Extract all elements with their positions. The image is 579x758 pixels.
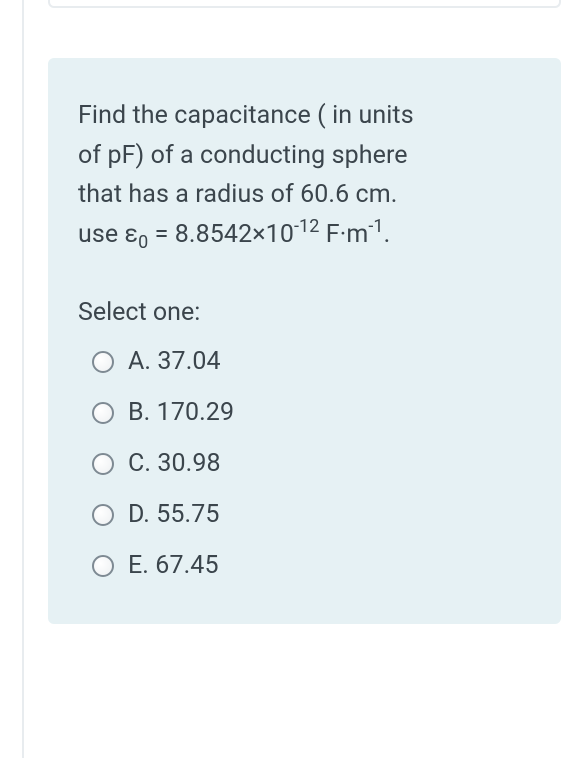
- option-label: B. 170.29: [128, 398, 234, 427]
- option-d[interactable]: D. 55.75: [92, 500, 531, 529]
- radio-icon: [92, 402, 114, 424]
- select-one-label: Select one:: [78, 298, 531, 327]
- epsilon-subscript: 0: [138, 232, 148, 253]
- unit-fm: F·m: [319, 220, 368, 249]
- option-e[interactable]: E. 67.45: [92, 551, 531, 580]
- left-margin-rule: [22, 0, 24, 758]
- radio-icon: [92, 504, 114, 526]
- question-card: Find the capacitance ( in units of pF) o…: [48, 58, 561, 624]
- radio-icon: [92, 555, 114, 577]
- exponent-12: -12: [294, 216, 320, 237]
- question-line-3: that has a radius of 60.6 cm.: [78, 180, 397, 209]
- unit-exponent: -1: [368, 216, 383, 237]
- question-line-2: of pF) of a conducting sphere: [78, 141, 408, 170]
- option-b[interactable]: B. 170.29: [92, 398, 531, 427]
- epsilon-symbol: ε: [125, 220, 139, 249]
- option-label: A. 37.04: [128, 347, 221, 376]
- options-list: A. 37.04 B. 170.29 C. 30.98 D. 55.75 E. …: [78, 347, 531, 580]
- question-line-1: Find the capacitance ( in units: [78, 101, 414, 130]
- formula-line: use ε0 = 8.8542×10-12 F·m-1.: [78, 220, 390, 249]
- previous-card-edge: [48, 0, 561, 8]
- option-label: D. 55.75: [128, 500, 220, 529]
- radio-icon: [92, 351, 114, 373]
- option-label: E. 67.45: [128, 551, 219, 580]
- option-label: C. 30.98: [128, 449, 221, 478]
- use-prefix: use: [78, 220, 125, 249]
- question-text: Find the capacitance ( in units of pF) o…: [78, 96, 531, 254]
- option-a[interactable]: A. 37.04: [92, 347, 531, 376]
- unit-period: .: [384, 220, 391, 249]
- radio-icon: [92, 453, 114, 475]
- option-c[interactable]: C. 30.98: [92, 449, 531, 478]
- equals-value: = 8.8542×10: [148, 220, 294, 249]
